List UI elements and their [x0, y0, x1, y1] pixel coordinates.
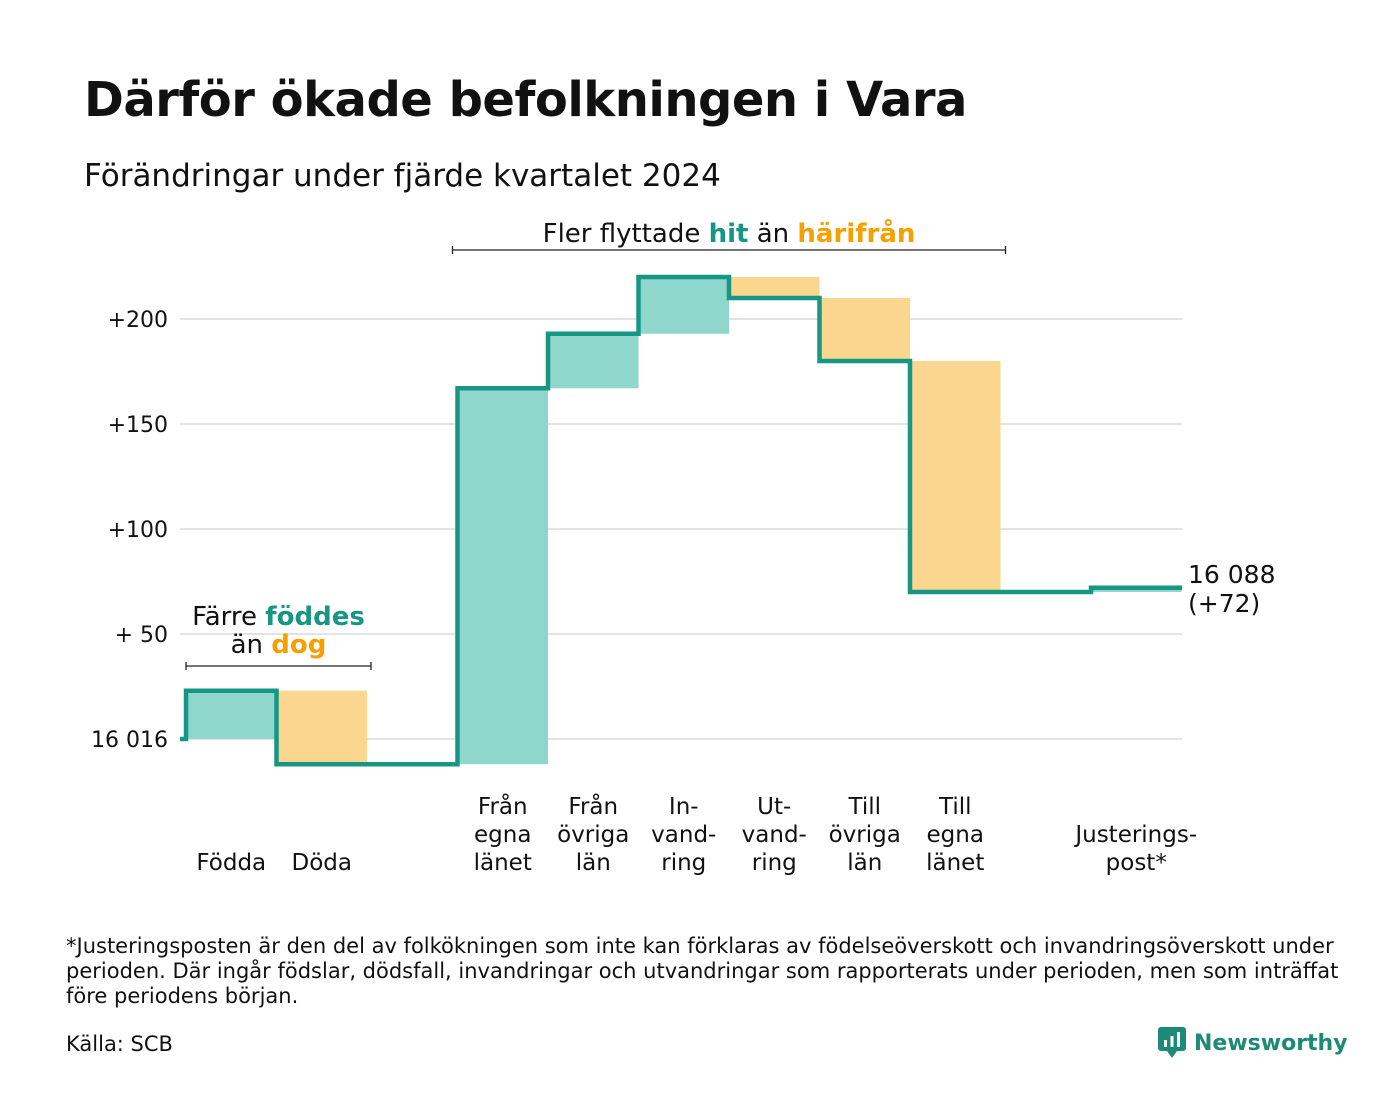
annotation-births-deaths-line2: än dog	[231, 630, 327, 660]
y-tick-label: + 50	[115, 623, 168, 648]
brand-name: Newsworthy	[1194, 1030, 1348, 1056]
footnote: *Justeringsposten är den del av folkökni…	[66, 934, 1339, 1008]
cumulative-step-line	[180, 274, 1182, 767]
bar-frånegnalänet	[458, 388, 548, 765]
category-label: Till övriga län	[829, 794, 901, 876]
category-label: Ut-vand-ring	[742, 794, 807, 876]
y-tick-label: +200	[108, 308, 168, 333]
bar-invandring	[639, 277, 729, 334]
y-tick-label: 16 016	[91, 728, 168, 753]
bar-tillegnalänet	[911, 361, 1001, 592]
bar-födda	[187, 690, 277, 739]
category-label: Från egna länet	[474, 792, 532, 876]
category-label: In-vand-ring	[651, 794, 716, 876]
category-label: Till egna länet	[926, 794, 984, 876]
category-label: Justerings-post*	[1073, 822, 1197, 876]
waterfall-chart: 16 016 + 50 +100 +150 +200 Födda Döda Från egna l…	[91, 217, 1275, 876]
category-label: Döda	[292, 850, 352, 876]
annotation-migration: Fler flyttade hit än härifrån	[543, 217, 916, 249]
end-value-label: 16 088 (+72)	[1188, 560, 1275, 618]
y-tick-label: +100	[108, 518, 168, 543]
bar-tillövrigalän	[820, 298, 910, 361]
brand-logo: Newsworthy	[1158, 1027, 1348, 1059]
annotation-births-deaths-line1: Färre föddes	[192, 602, 365, 632]
bar-frånövrigalän	[549, 333, 639, 389]
newsworthy-logo-icon	[1158, 1027, 1186, 1058]
chart-subtitle: Förändringar under fjärde kvartalet 2024	[84, 158, 721, 194]
y-tick-label: +150	[108, 413, 168, 438]
bar-utvandring	[730, 277, 820, 298]
source-label: Källa: SCB	[66, 1032, 173, 1056]
chart-title: Därför ökade befolkningen i Vara	[84, 72, 967, 128]
category-label: Födda	[196, 850, 266, 876]
category-label: Från övriga län	[557, 792, 629, 876]
bar-döda	[277, 690, 367, 765]
